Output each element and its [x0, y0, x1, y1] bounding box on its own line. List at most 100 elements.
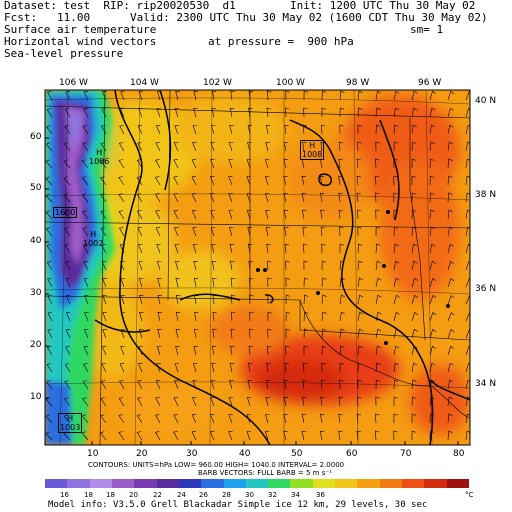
- wind-barb: [465, 261, 470, 271]
- wind-barb: [193, 328, 199, 339]
- wind-barb: [137, 142, 143, 152]
- lon-tick-106: 106 W: [59, 78, 88, 88]
- colorbar-swatch: [111, 479, 135, 488]
- wind-barb: [192, 380, 197, 390]
- colorbar-swatch: [335, 479, 358, 488]
- colorbar-swatch: [268, 479, 291, 488]
- wind-barb: [393, 379, 399, 390]
- wind-barb: [228, 431, 233, 441]
- wind-barb: [211, 107, 216, 118]
- wind-barb: [447, 90, 455, 101]
- wind-barb: [228, 414, 233, 424]
- wind-barb: [119, 363, 125, 373]
- wind-barb: [119, 125, 125, 135]
- wind-barb: [374, 175, 380, 186]
- wind-barb: [338, 396, 344, 407]
- wind-barb: [264, 431, 270, 441]
- wind-barb: [321, 345, 327, 356]
- wind-barb: [100, 142, 107, 152]
- wind-barb: [301, 413, 307, 424]
- wind-barb: [47, 91, 53, 101]
- wind-barb: [247, 142, 252, 152]
- colorbar-swatch: [357, 479, 380, 488]
- wind-barb: [265, 141, 270, 152]
- wind-barb: [375, 311, 382, 322]
- high-pressure-label: H 1006: [89, 148, 110, 166]
- wind-barb: [120, 295, 126, 305]
- wind-barb: [320, 209, 325, 220]
- wind-barb: [65, 312, 71, 322]
- wind-barb: [284, 226, 289, 237]
- dataset-label: Dataset: test RIP: rip20020530 d1: [4, 0, 236, 12]
- wind-barb: [357, 260, 363, 271]
- wind-barb: [119, 108, 125, 118]
- wind-barb: [447, 192, 453, 203]
- wind-barb: [246, 176, 251, 186]
- wind-barb: [229, 243, 235, 254]
- wind-barb: [411, 226, 417, 237]
- wind-barb: [447, 379, 454, 390]
- wind-barb: [228, 397, 234, 407]
- wind-barb: [320, 379, 326, 390]
- lat-lon-grid: [45, 90, 470, 445]
- wind-barb: [136, 159, 143, 169]
- wind-barb: [155, 125, 161, 135]
- wind-barb: [283, 158, 288, 169]
- high-pressure-label: H 1008: [300, 140, 325, 160]
- wind-barb: [285, 294, 291, 305]
- wind-barb: [230, 294, 236, 305]
- wind-barb: [356, 192, 361, 203]
- wind-barb: [429, 90, 436, 101]
- wind-barb: [447, 260, 454, 271]
- wind-barb: [429, 141, 435, 152]
- wind-barb: [411, 107, 418, 118]
- lat-tick-36: 36 N: [475, 284, 497, 294]
- wind-barb: [411, 175, 416, 185]
- wind-barb: [321, 243, 326, 254]
- wind-barb: [81, 176, 89, 186]
- wind-barb: [83, 91, 89, 101]
- wind-barb: [320, 396, 325, 407]
- wind-barb: [228, 193, 233, 203]
- wind-barb: [375, 158, 380, 169]
- wind-barb: [393, 277, 400, 288]
- wind-barb: [248, 260, 253, 271]
- colorbar-swatch: [67, 479, 90, 488]
- wind-barb: [339, 379, 344, 390]
- wind-barb: [139, 294, 144, 305]
- colorbar-swatch: [178, 479, 202, 488]
- wind-barb: [411, 243, 418, 254]
- wind-barb: [193, 277, 199, 288]
- colorbar-swatch: [446, 479, 469, 488]
- colorbar-swatch: [402, 479, 425, 488]
- wind-barb: [230, 311, 236, 322]
- field-wind-label: Horizontal wind vectors: [4, 35, 157, 48]
- wind-barb: [212, 311, 217, 322]
- wind-barb: [210, 142, 215, 152]
- wind-barb: [173, 414, 179, 424]
- wind-barb: [193, 90, 199, 101]
- wind-barb: [267, 311, 272, 322]
- wind-barb: [83, 329, 89, 339]
- wind-barb: [303, 345, 308, 355]
- wind-barb: [301, 430, 306, 441]
- wind-barb: [248, 362, 253, 373]
- wind-barb: [465, 430, 470, 441]
- wind-barb: [101, 346, 107, 356]
- wind-barb: [266, 243, 271, 254]
- wind-barb: [84, 295, 89, 305]
- wind-barb: [155, 397, 161, 407]
- wind-barb: [265, 124, 271, 135]
- wind-barb: [375, 90, 382, 101]
- wind-barb: [82, 397, 89, 407]
- wind-barb: [118, 414, 125, 424]
- wind-barb: [285, 328, 290, 338]
- wind-barb: [137, 125, 143, 135]
- wind-barb: [285, 345, 290, 356]
- wind-barb: [339, 226, 344, 237]
- wind-barb: [266, 345, 272, 356]
- forecast-label: Fcst: 11.00: [4, 11, 91, 24]
- wind-barb: [46, 261, 53, 271]
- state-boundaries: [45, 90, 470, 445]
- wind-barb: [267, 328, 272, 339]
